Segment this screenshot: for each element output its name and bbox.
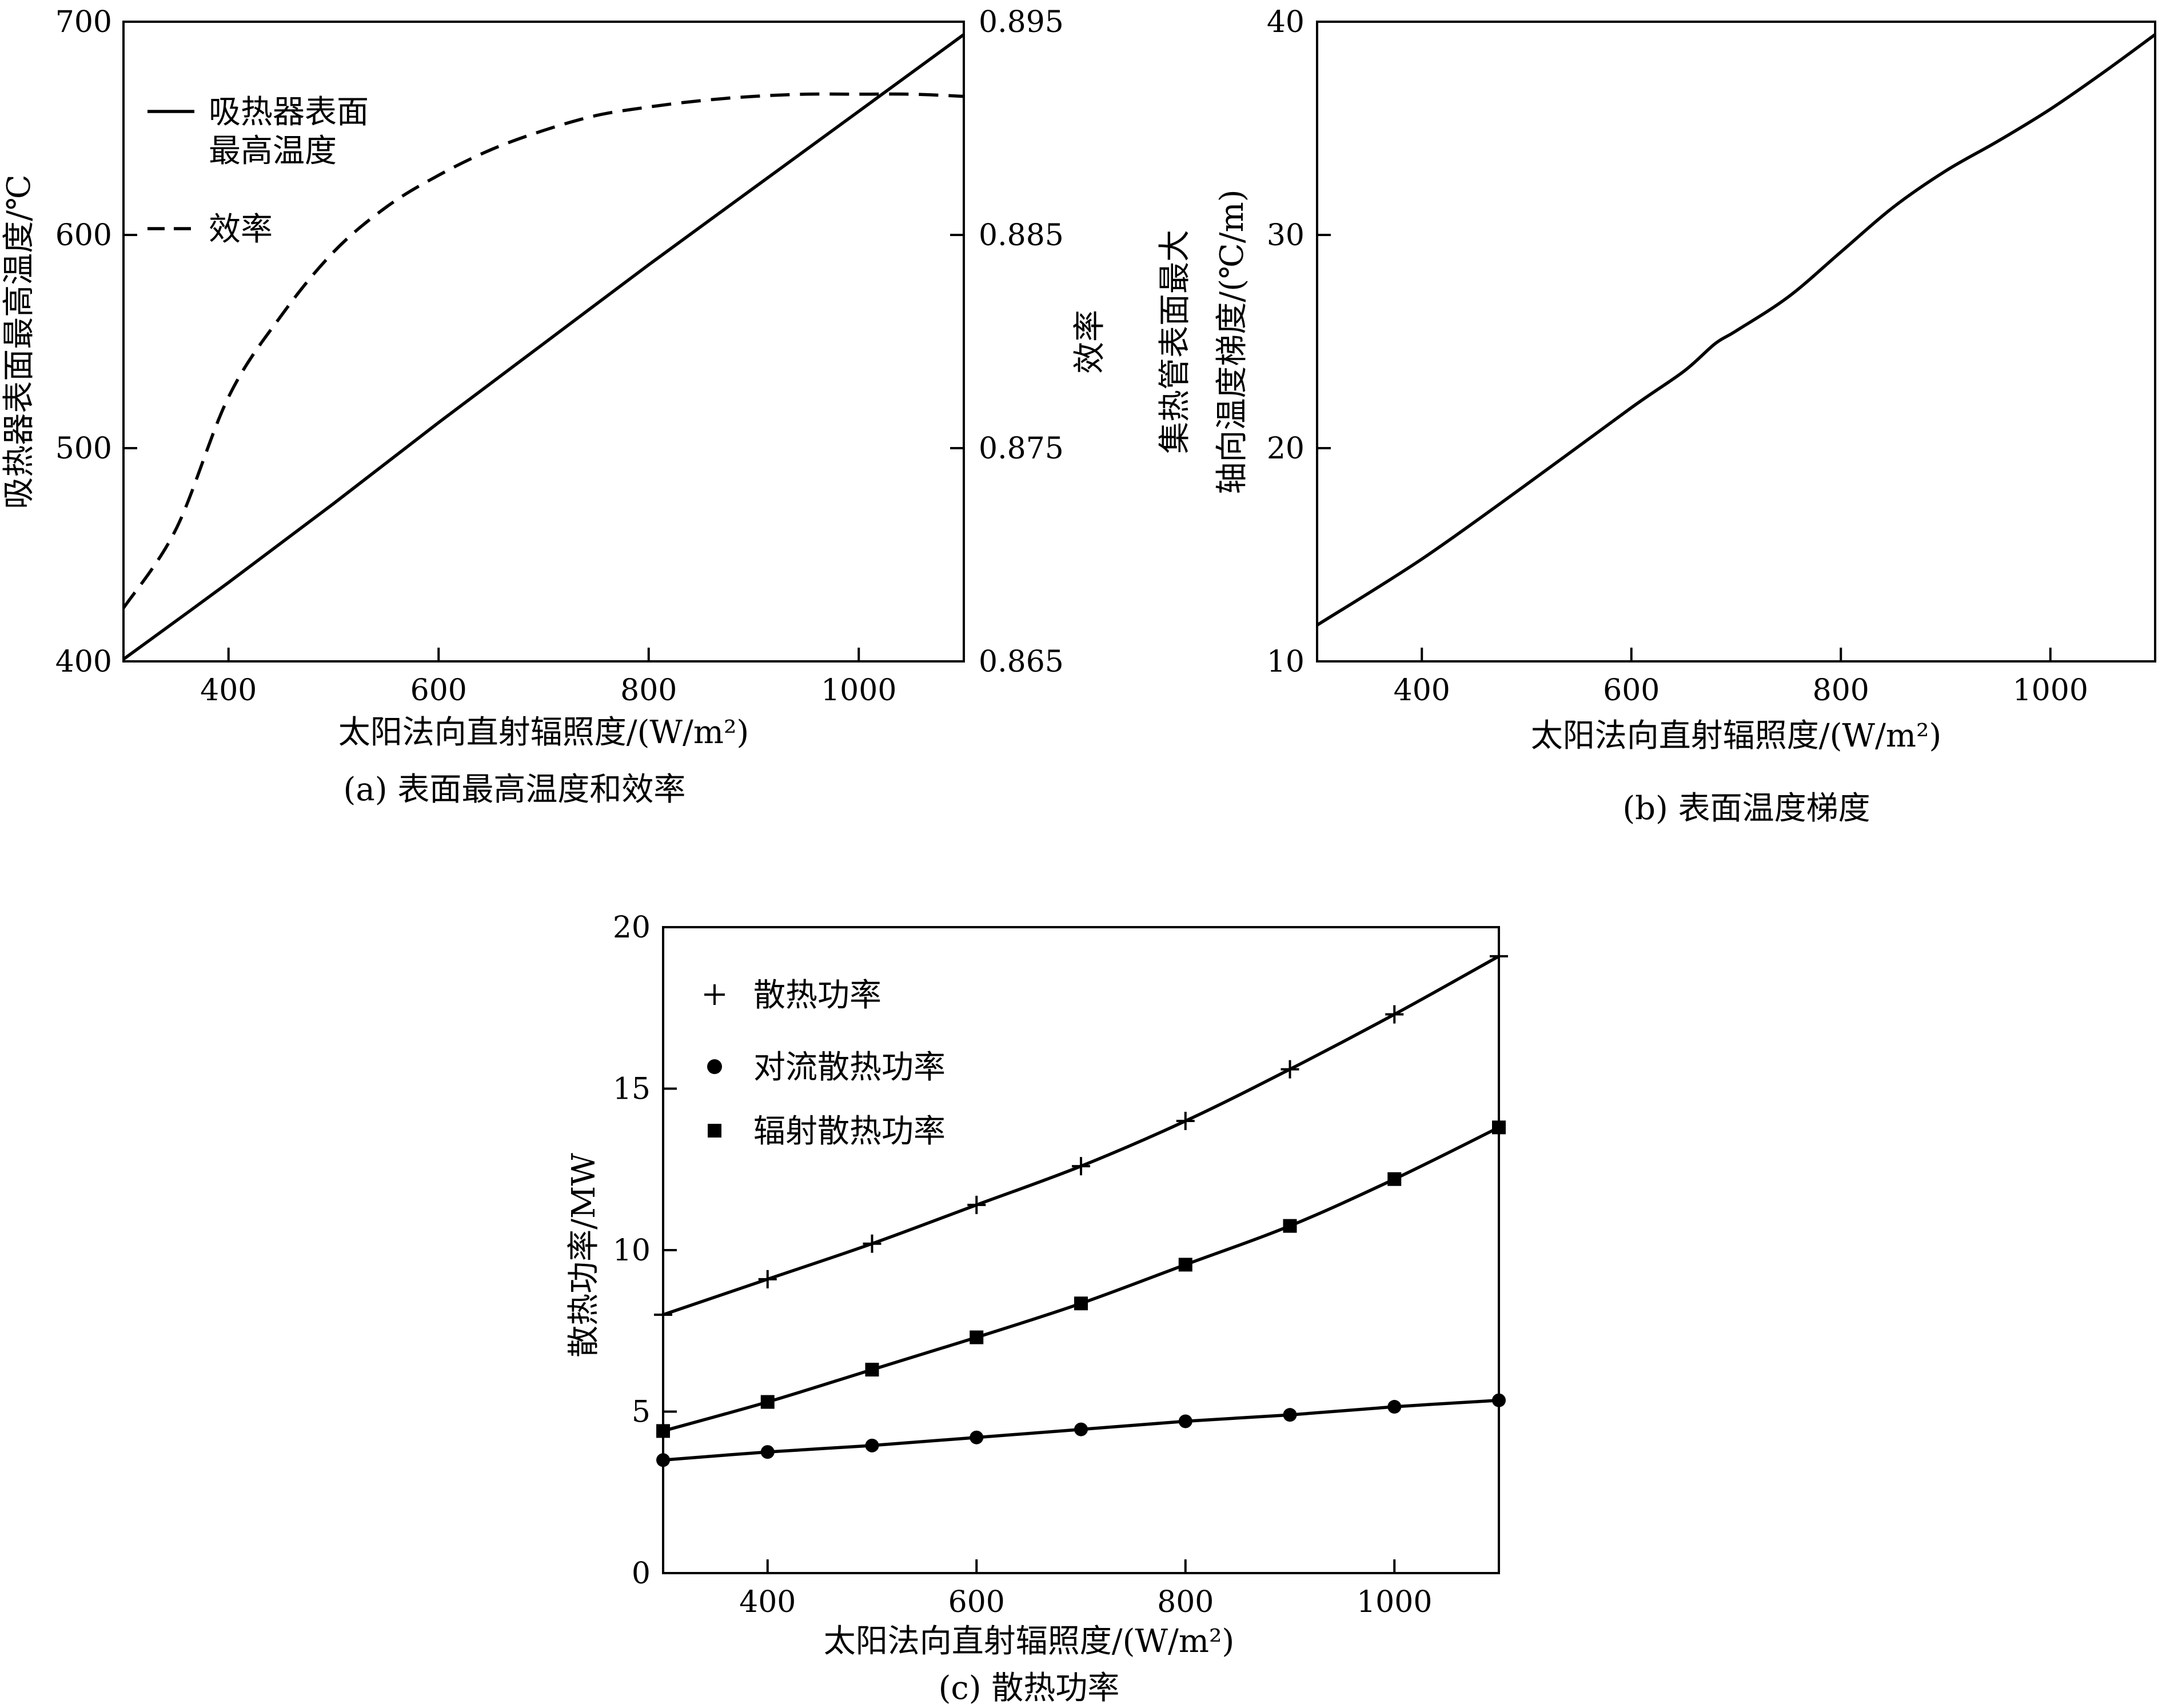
panel-a-right-y-tick-label: 0.865 — [979, 645, 1064, 679]
panel-c-y-tick-label: 15 — [613, 1072, 651, 1107]
panel-c-x-tick-label: 600 — [948, 1585, 1005, 1619]
panel-c-y-tick-label: 20 — [613, 911, 651, 945]
legend-label-efficiency: 效率 — [209, 211, 273, 248]
legend-label-max-temp-line1: 吸热器表面 — [209, 94, 369, 131]
panel-a-plot-frame — [122, 21, 965, 663]
square-marker — [1074, 1296, 1088, 1311]
panel-b-x-tick-label: 1000 — [2013, 673, 2088, 708]
plus-marker — [1490, 947, 1508, 965]
legend-label-convective-heat-loss: 对流散热功率 — [753, 1049, 946, 1086]
panel-b-ticks: 400 600 800 1000 10 20 30 40 — [1267, 5, 2088, 708]
panel-a-x-axis-label: 太阳法向直射辐照度/(W/m²) — [338, 714, 749, 751]
panel-a-x-tick-label: 400 — [200, 673, 257, 708]
square-marker — [1283, 1219, 1297, 1233]
panel-c-chart: 400 600 800 1000 0 5 10 15 20 太阳法向直射辐照度/(W/m²) 散… — [565, 911, 1508, 1707]
panel-a-ticks: 400 600 800 1000 400 500 600 700 0.865 0.875 0.885… — [55, 5, 1064, 708]
panel-b-chart: 400 600 800 1000 10 20 30 40 太阳法向直射辐照度/(W/m²) 集… — [1156, 5, 2156, 827]
panel-c-markers — [654, 947, 1508, 1467]
legend-label-max-temp-line2: 最高温度 — [209, 133, 337, 170]
panel-b-x-tick-label: 800 — [1813, 673, 1869, 708]
panel-c-y-tick-label: 5 — [632, 1395, 651, 1430]
temperature-gradient-curve — [1316, 33, 2156, 626]
square-marker — [760, 1395, 775, 1409]
panel-c-y-tick-label: 10 — [613, 1234, 651, 1268]
panel-c-x-tick-label: 800 — [1157, 1585, 1214, 1619]
square-marker — [656, 1424, 670, 1438]
plus-marker — [1176, 1112, 1195, 1130]
panel-b-y-tick-label: 10 — [1267, 645, 1305, 679]
panel-b-y-tick-label: 40 — [1267, 5, 1305, 39]
panel-a-right-y-axis-label: 效率 — [1071, 310, 1108, 374]
plus-marker — [863, 1234, 881, 1253]
panel-b-x-axis-label: 太阳法向直射辐照度/(W/m²) — [1531, 717, 1942, 755]
panel-a-right-y-tick-label: 0.895 — [979, 5, 1064, 39]
circle-marker — [1283, 1408, 1297, 1422]
panel-a-left-y-axis-label: 吸热器表面最高温度/℃ — [1, 174, 38, 509]
panel-a-legend: 吸热器表面 最高温度 效率 — [147, 94, 369, 248]
legend-label-total-heat-loss: 散热功率 — [753, 977, 881, 1014]
panel-a-x-tick-label: 1000 — [821, 673, 896, 708]
square-marker — [1492, 1120, 1506, 1135]
circle-marker — [1178, 1414, 1192, 1428]
panel-c-curves — [663, 955, 1500, 1462]
square-marker — [1178, 1258, 1192, 1272]
plus-marker — [1281, 1060, 1299, 1079]
max-temperature-curve — [122, 33, 965, 661]
square-marker — [865, 1363, 879, 1377]
panel-a-left-y-tick-label: 700 — [55, 5, 112, 39]
legend-circle-marker-icon — [707, 1059, 722, 1074]
panel-a-caption: (a) 表面最高温度和效率 — [344, 771, 686, 808]
square-marker — [1387, 1172, 1402, 1186]
panel-b-x-tick-label: 400 — [1394, 673, 1450, 708]
circle-marker — [1387, 1400, 1402, 1414]
panel-b-caption: (b) 表面温度梯度 — [1622, 790, 1870, 827]
panel-c-x-tick-label: 1000 — [1357, 1585, 1432, 1619]
circle-marker — [970, 1430, 984, 1444]
legend-label-radiative-heat-loss: 辐射散热功率 — [753, 1113, 946, 1150]
panel-c-ticks: 400 600 800 1000 0 5 10 15 20 — [613, 911, 1433, 1619]
panel-b-y-axis-label-line2: 轴向温度梯度/(℃/m) — [1214, 189, 1251, 494]
panel-b-x-tick-label: 600 — [1603, 673, 1660, 708]
panel-a-curves — [122, 33, 965, 661]
panel-a-left-y-tick-label: 500 — [55, 432, 112, 466]
panel-a-right-y-tick-label: 0.885 — [979, 218, 1064, 253]
plus-marker — [758, 1270, 777, 1288]
panel-a-x-tick-label: 800 — [620, 673, 677, 708]
panel-c-y-tick-label: 0 — [632, 1557, 651, 1591]
circle-marker — [865, 1438, 879, 1452]
panel-c-x-axis-label: 太阳法向直射辐照度/(W/m²) — [824, 1623, 1235, 1660]
panel-b-y-tick-label: 20 — [1267, 432, 1305, 466]
panel-a-left-y-tick-label: 400 — [55, 645, 112, 679]
panel-b-y-tick-label: 30 — [1267, 218, 1305, 253]
panel-c-x-tick-label: 400 — [739, 1585, 796, 1619]
panel-b-y-axis-label-line1: 集热管表面最大 — [1156, 230, 1194, 454]
total-heat-loss-curve — [663, 955, 1500, 1316]
panel-a-right-y-tick-label: 0.875 — [979, 432, 1064, 466]
plus-marker — [654, 1306, 672, 1324]
panel-b-plot-frame — [1316, 21, 2156, 663]
panel-a-x-tick-label: 600 — [410, 673, 467, 708]
panel-a-left-y-tick-label: 600 — [55, 218, 112, 253]
plus-marker — [1385, 1005, 1404, 1024]
legend-square-marker-icon — [708, 1124, 721, 1138]
legend-plus-marker-icon — [704, 984, 725, 1005]
efficiency-curve — [122, 92, 964, 609]
panel-c-legend: 散热功率 对流散热功率 辐射散热功率 — [704, 977, 946, 1150]
circle-marker — [656, 1453, 670, 1467]
panel-a-chart: 400 600 800 1000 400 500 600 700 0.865 0.875 0.885… — [1, 5, 1108, 808]
panel-b-curves — [1316, 33, 2156, 626]
plus-marker — [967, 1195, 986, 1214]
circle-marker — [1492, 1393, 1506, 1407]
panel-c-y-axis-label: 散热功率/MW — [565, 1153, 603, 1358]
circle-marker — [760, 1445, 775, 1459]
square-marker — [970, 1330, 984, 1344]
plus-marker — [1072, 1157, 1090, 1176]
circle-marker — [1074, 1422, 1088, 1436]
panel-c-caption: (c) 散热功率 — [939, 1670, 1120, 1707]
